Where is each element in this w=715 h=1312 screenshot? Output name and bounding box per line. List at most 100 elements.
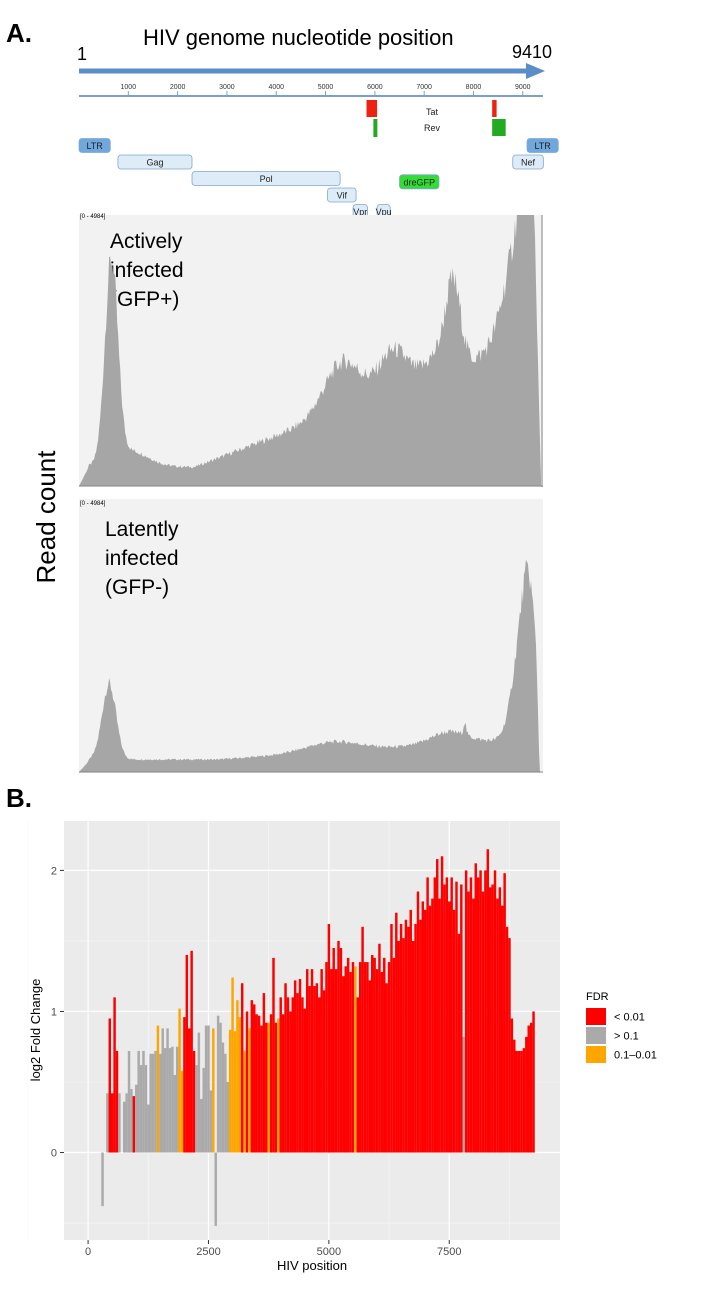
- bar: [491, 884, 494, 1153]
- bar: [274, 1022, 278, 1153]
- exon-tat: [492, 100, 497, 117]
- bar: [154, 1050, 157, 1153]
- gene-nef: [512, 154, 544, 170]
- bar: [414, 923, 417, 1153]
- x-tick-label: 0: [85, 1246, 91, 1258]
- bar: [310, 969, 314, 1153]
- exon-tat: [366, 100, 378, 117]
- coverage-area-latent: [79, 559, 541, 772]
- bar: [212, 1028, 215, 1153]
- bar: [375, 969, 379, 1153]
- track-active-label-line: (GFP+): [110, 288, 180, 311]
- bar: [387, 962, 391, 1153]
- bar: [469, 877, 473, 1153]
- bar: [159, 1053, 162, 1153]
- major-gridlines: [64, 821, 560, 1240]
- bar: [373, 957, 376, 1153]
- bar: [253, 1004, 256, 1153]
- bar: [260, 1025, 263, 1153]
- bar: [144, 1065, 148, 1153]
- bar: [188, 1028, 191, 1153]
- bar: [257, 1015, 261, 1153]
- exon-rev: [373, 119, 378, 137]
- bar: [368, 980, 372, 1153]
- bar: [149, 1053, 152, 1153]
- panel-a-label: A.: [6, 18, 32, 48]
- y-tick-label: 1: [51, 1006, 57, 1018]
- genome-end-label: 9410: [512, 42, 553, 62]
- bar: [226, 1081, 229, 1153]
- bar: [332, 947, 335, 1153]
- bar: [325, 962, 328, 1153]
- x-axis: 0 2500 5000 7500: [85, 1240, 461, 1258]
- bar: [513, 1039, 516, 1153]
- bar: [142, 1050, 145, 1153]
- bar: [370, 955, 374, 1153]
- bar: [486, 849, 490, 1153]
- bar: [243, 1050, 246, 1153]
- bar: [436, 859, 439, 1153]
- bar: [137, 1050, 140, 1153]
- legend-label: > 0.1: [614, 1031, 639, 1043]
- ruler-tick-label: 4000: [268, 84, 284, 91]
- bar: [327, 923, 331, 1153]
- bar: [315, 983, 319, 1153]
- bar: [130, 1089, 133, 1153]
- bar: [228, 1029, 232, 1153]
- gene-gag: [117, 154, 193, 170]
- bar: [313, 986, 316, 1153]
- bar: [452, 909, 456, 1153]
- bar: [339, 947, 343, 1153]
- bar: [279, 997, 282, 1153]
- legend-swatch: [586, 1008, 606, 1025]
- bar: [151, 1053, 155, 1153]
- bar: [520, 1050, 523, 1153]
- bar: [411, 940, 415, 1153]
- bar: [216, 1015, 220, 1153]
- bar: [209, 1090, 213, 1153]
- bar: [156, 1025, 160, 1153]
- bar: [277, 1018, 280, 1153]
- y-axis-title: log2 Fold Change: [28, 979, 43, 1082]
- bar: [245, 1011, 249, 1153]
- bar: [448, 901, 451, 1153]
- bar: [344, 966, 347, 1153]
- coverage-track-active: [79, 215, 543, 487]
- bar: [349, 971, 352, 1153]
- bar: [284, 983, 287, 1153]
- bar: [195, 1065, 198, 1153]
- bar: [166, 1028, 169, 1153]
- bar: [354, 966, 357, 1153]
- bar: [135, 1084, 138, 1153]
- genome-start-label: 1: [77, 44, 88, 64]
- bar: [139, 1065, 143, 1153]
- ruler-tick-label: 8000: [466, 84, 482, 91]
- bar: [262, 993, 266, 1153]
- bar: [455, 881, 458, 1153]
- bar: [115, 1050, 119, 1153]
- bar: [404, 919, 408, 1153]
- bar: [200, 1098, 203, 1153]
- bar: [443, 884, 446, 1153]
- bar: [291, 997, 294, 1153]
- bar: [399, 923, 403, 1153]
- bar: [255, 1014, 258, 1153]
- bar: [464, 870, 468, 1153]
- bar: [378, 943, 381, 1153]
- bar: [493, 870, 497, 1153]
- ruler-tick-label: 6000: [367, 84, 383, 91]
- log2-fold-change-chart: 0 2500 5000 7500 0 1 2 HIV position log2 Fold…: [27, 821, 657, 1273]
- bar: [178, 1008, 181, 1153]
- bar: [402, 938, 405, 1153]
- gene-label: Vpr: [353, 207, 367, 215]
- bar: [395, 912, 398, 1153]
- legend: FDR < 0.01 > 0.1 0.1–0.01: [586, 991, 657, 1063]
- legend-swatch: [586, 1027, 606, 1044]
- bar: [334, 969, 338, 1153]
- bar: [421, 901, 425, 1153]
- read-count-axis-label: Read count: [31, 450, 61, 584]
- bars: [101, 849, 535, 1226]
- bar: [272, 957, 275, 1153]
- bar: [219, 1022, 222, 1153]
- bar: [380, 971, 384, 1153]
